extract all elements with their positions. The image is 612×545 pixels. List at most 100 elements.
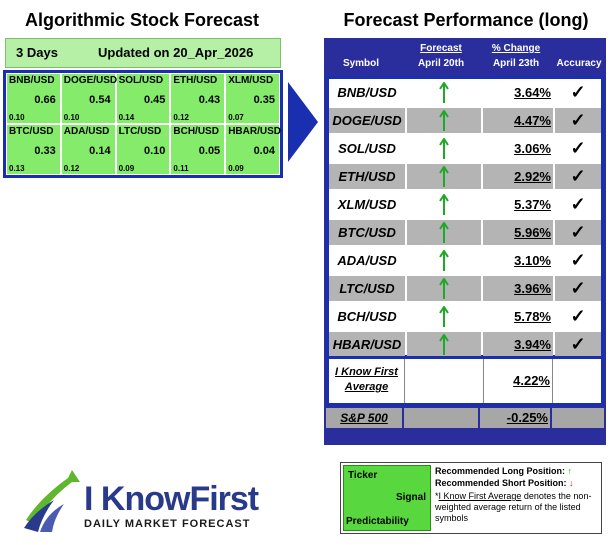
table-row: BTC/USD 5.96% ✓: [329, 219, 601, 246]
legend-note-link: I Know First Average: [438, 491, 522, 501]
benchmark-row: S&P 500 -0.25%: [326, 408, 604, 428]
up-arrow-icon: [439, 222, 449, 243]
cell-predictability: 0.12: [63, 164, 80, 173]
legend-note: *I Know First Average denotes the non-we…: [435, 491, 599, 524]
table-row: BCH/USD 5.78% ✓: [329, 303, 601, 330]
cell-predictability: 0.11: [173, 164, 189, 173]
cell-symbol: DOGE/USD: [63, 75, 118, 86]
row-symbol: SOL/USD: [329, 136, 405, 161]
up-arrow-icon: [439, 138, 449, 159]
cell-signal: 0.45: [143, 94, 166, 106]
cell-symbol: SOL/USD: [118, 75, 164, 86]
forecast-cell: LTC/USD 0.10 0.09: [116, 125, 170, 174]
row-change: 2.92%: [483, 164, 553, 189]
table-row: ADA/USD 3.10% ✓: [329, 247, 601, 274]
legend-explanations: Recommended Long Position: ↑ Recommended…: [435, 465, 599, 524]
row-change: 3.94%: [483, 332, 553, 357]
brand-name-part2: First: [189, 480, 259, 518]
cell-signal: 0.43: [198, 94, 221, 106]
header-change-date: April 23th: [492, 58, 540, 69]
cell-signal: 0.35: [253, 94, 275, 106]
average-label-line2: Average: [344, 381, 389, 393]
forecast-cell: ADA/USD 0.14 0.12: [61, 125, 115, 174]
average-label: I Know First Average: [329, 359, 405, 403]
cell-predictability: 0.10: [9, 113, 25, 122]
row-forecast: [407, 332, 481, 357]
cell-signal: 0.14: [89, 145, 111, 157]
up-arrow-icon: [439, 334, 449, 355]
row-change: 5.37%: [483, 192, 553, 217]
table-row: SOL/USD 3.06% ✓: [329, 135, 601, 162]
cell-predictability: 0.07: [228, 113, 244, 122]
row-forecast: [407, 304, 481, 329]
forecast-cell: ETH/USD 0.43 0.12: [171, 74, 225, 123]
up-arrow-icon: [439, 110, 449, 131]
header-change: % Change: [491, 43, 541, 54]
benchmark-label: S&P 500: [326, 408, 402, 428]
legend-predictability: Predictability: [346, 516, 409, 527]
header-forecast: Forecast: [420, 43, 462, 54]
legend-cell-sample: Ticker Signal Predictability: [343, 465, 431, 531]
brand-name-part1: I Know: [84, 480, 190, 518]
forecast-cell: XLM/USD 0.35 0.07: [226, 74, 279, 123]
cell-signal: 0.66: [34, 94, 56, 106]
average-label-line1: I Know First: [335, 366, 398, 378]
average-forecast: [407, 359, 481, 403]
forecast-cell: BNB/USD 0.66 0.10: [7, 74, 60, 123]
legend-short: Recommended Short Position: ↓: [435, 477, 599, 489]
row-symbol: DOGE/USD: [329, 108, 405, 133]
row-change: 3.06%: [483, 136, 553, 161]
check-icon: ✓: [555, 304, 601, 329]
cell-predictability: 0.10: [63, 113, 80, 122]
cell-predictability: 0.09: [228, 164, 244, 173]
row-symbol: BTC/USD: [329, 220, 405, 245]
legend-short-label: Recommended Short Position:: [435, 478, 567, 488]
header-symbol: Symbol: [342, 58, 380, 69]
table-row: DOGE/USD 4.47% ✓: [329, 107, 601, 134]
row-symbol: ADA/USD: [329, 248, 405, 273]
check-icon: ✓: [555, 80, 601, 105]
header-accuracy: Accuracy: [556, 58, 602, 69]
cell-signal: 0.10: [143, 145, 166, 157]
average-row: I Know First Average 4.22%: [326, 356, 604, 406]
check-icon: ✓: [555, 136, 601, 161]
cell-symbol: BTC/USD: [9, 126, 54, 137]
check-icon: ✓: [555, 332, 601, 357]
legend-ticker: Ticker: [348, 470, 378, 481]
benchmark-forecast: [404, 408, 478, 428]
row-symbol: HBAR/USD: [329, 332, 405, 357]
check-icon: ✓: [555, 108, 601, 133]
up-arrow-icon: [439, 194, 449, 215]
brand-tagline: DAILY MARKET FORECAST: [84, 518, 251, 530]
row-forecast: [407, 164, 481, 189]
check-icon: ✓: [555, 192, 601, 217]
up-arrow-icon: ↑: [567, 466, 573, 476]
swoosh-logo-icon: [24, 470, 80, 532]
cell-symbol: ETH/USD: [173, 75, 218, 86]
legend-long: Recommended Long Position: ↑: [435, 465, 599, 477]
row-symbol: XLM/USD: [329, 192, 405, 217]
cell-symbol: ADA/USD: [63, 126, 110, 137]
legend-box: Ticker Signal Predictability Recommended…: [340, 462, 602, 534]
check-icon: ✓: [555, 248, 601, 273]
cell-predictability: 0.13: [9, 164, 25, 173]
legend-signal: Signal: [395, 492, 426, 503]
row-symbol: LTC/USD: [329, 276, 405, 301]
table-row: ETH/USD 2.92% ✓: [329, 163, 601, 190]
down-arrow-icon: ↓: [569, 478, 574, 488]
performance-title: Forecast Performance (long): [343, 10, 589, 30]
up-arrow-icon: [439, 166, 449, 187]
row-change: 4.47%: [483, 108, 553, 133]
cell-signal: 0.54: [89, 94, 111, 106]
row-symbol: ETH/USD: [329, 164, 405, 189]
table-row: XLM/USD 5.37% ✓: [329, 191, 601, 218]
table-row: HBAR/USD 3.94% ✓: [329, 331, 601, 358]
forecast-header: 3 Days Updated on 20_Apr_2026: [5, 38, 281, 68]
row-change: 3.10%: [483, 248, 553, 273]
check-icon: ✓: [555, 164, 601, 189]
row-forecast: [407, 108, 481, 133]
row-symbol: BNB/USD: [329, 80, 405, 105]
check-icon: ✓: [555, 220, 601, 245]
cell-signal: 0.33: [34, 145, 56, 157]
cell-predictability: 0.09: [118, 164, 135, 173]
